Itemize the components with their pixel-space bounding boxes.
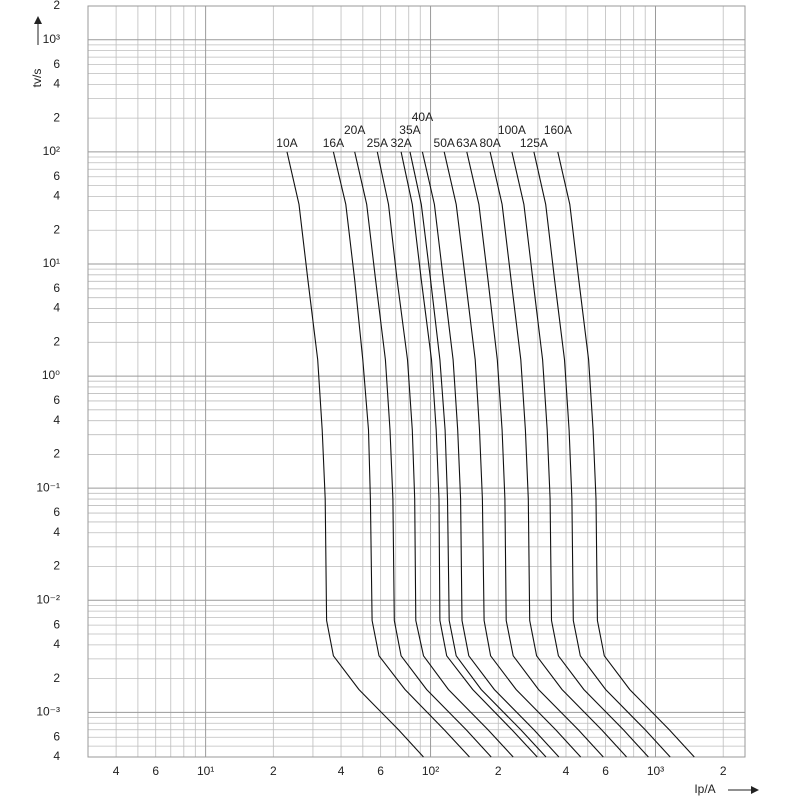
fuse-curve xyxy=(376,151,514,758)
fuse-curve xyxy=(332,151,470,758)
y-tick-label: 2 xyxy=(53,222,60,236)
series-label: 125A xyxy=(520,136,548,150)
y-tick-label: 10³ xyxy=(43,32,60,46)
series-label: 100A xyxy=(498,123,526,137)
y-tick-label: 2 xyxy=(53,447,60,461)
y-tick-label: 10⁰ xyxy=(42,368,60,382)
fuse-curve xyxy=(533,151,671,758)
y-tick-label: 6 xyxy=(53,57,60,71)
series-label: 160A xyxy=(544,123,572,137)
x-tick-label: 10³ xyxy=(647,764,664,778)
y-tick-label: 6 xyxy=(53,617,60,631)
x-tick-label: 6 xyxy=(377,764,384,778)
x-axis-title: Ip/A xyxy=(694,782,715,796)
y-axis-title: tv/s xyxy=(30,69,44,88)
x-tick-label: 6 xyxy=(152,764,159,778)
y-tick-label: 2 xyxy=(53,334,60,348)
series-label: 80A xyxy=(479,136,500,150)
y-tick-label: 6 xyxy=(53,281,60,295)
y-tick-label: 4 xyxy=(53,413,60,427)
fuse-curve xyxy=(511,151,649,758)
fuse-curve xyxy=(421,151,560,758)
y-tick-label: 10⁻¹ xyxy=(36,480,60,494)
series-label: 16A xyxy=(323,136,344,150)
y-tick-label: 2 xyxy=(53,671,60,685)
fuse-curve xyxy=(557,151,695,758)
fuse-curve xyxy=(354,151,492,758)
fuse-curve xyxy=(409,151,547,758)
x-tick-label: 2 xyxy=(720,764,727,778)
y-tick-label: 4 xyxy=(53,637,60,651)
y-tick-label: 6 xyxy=(53,393,60,407)
y-tick-label: 10⁻² xyxy=(36,592,60,606)
y-tick-label: 4 xyxy=(53,525,60,539)
y-tick-label: 4 xyxy=(53,301,60,315)
y-tick-label: 6 xyxy=(53,169,60,183)
x-tick-label: 6 xyxy=(602,764,609,778)
series-label: 63A xyxy=(456,136,477,150)
fuse-curve xyxy=(443,151,582,758)
y-tick-label: 4 xyxy=(53,189,60,203)
series-label: 10A xyxy=(276,136,297,150)
series-label: 32A xyxy=(390,136,411,150)
series-label: 35A xyxy=(399,123,420,137)
fuse-curve xyxy=(286,151,424,758)
y-axis-arrowhead xyxy=(34,16,42,24)
series-label: 40A xyxy=(412,110,433,124)
y-tick-label: 10² xyxy=(43,144,60,158)
x-axis-arrowhead xyxy=(751,786,759,794)
y-tick-label: 2 xyxy=(53,0,60,12)
series-label: 25A xyxy=(367,136,388,150)
x-tick-label: 10¹ xyxy=(197,764,214,778)
fuse-curve xyxy=(489,151,628,758)
series-label: 50A xyxy=(434,136,455,150)
y-tick-label: 6 xyxy=(53,729,60,743)
x-tick-label: 4 xyxy=(113,764,120,778)
x-tick-label: 4 xyxy=(338,764,345,778)
y-tick-label: 10¹ xyxy=(43,256,60,270)
x-tick-label: 2 xyxy=(495,764,502,778)
plot-frame xyxy=(87,5,746,758)
y-tick-label: 10⁻³ xyxy=(36,705,60,719)
y-tick-label: 2 xyxy=(53,110,60,124)
series-label: 20A xyxy=(344,123,365,137)
x-tick-label: 2 xyxy=(270,764,277,778)
fuse-curve xyxy=(400,151,538,758)
y-tick-label: 4 xyxy=(53,77,60,91)
y-tick-label: 4 xyxy=(53,749,60,763)
fuse-curve xyxy=(466,151,604,758)
y-tick-label: 2 xyxy=(53,559,60,573)
y-tick-label: 6 xyxy=(53,505,60,519)
x-tick-label: 4 xyxy=(563,764,570,778)
x-tick-label: 10² xyxy=(422,764,439,778)
